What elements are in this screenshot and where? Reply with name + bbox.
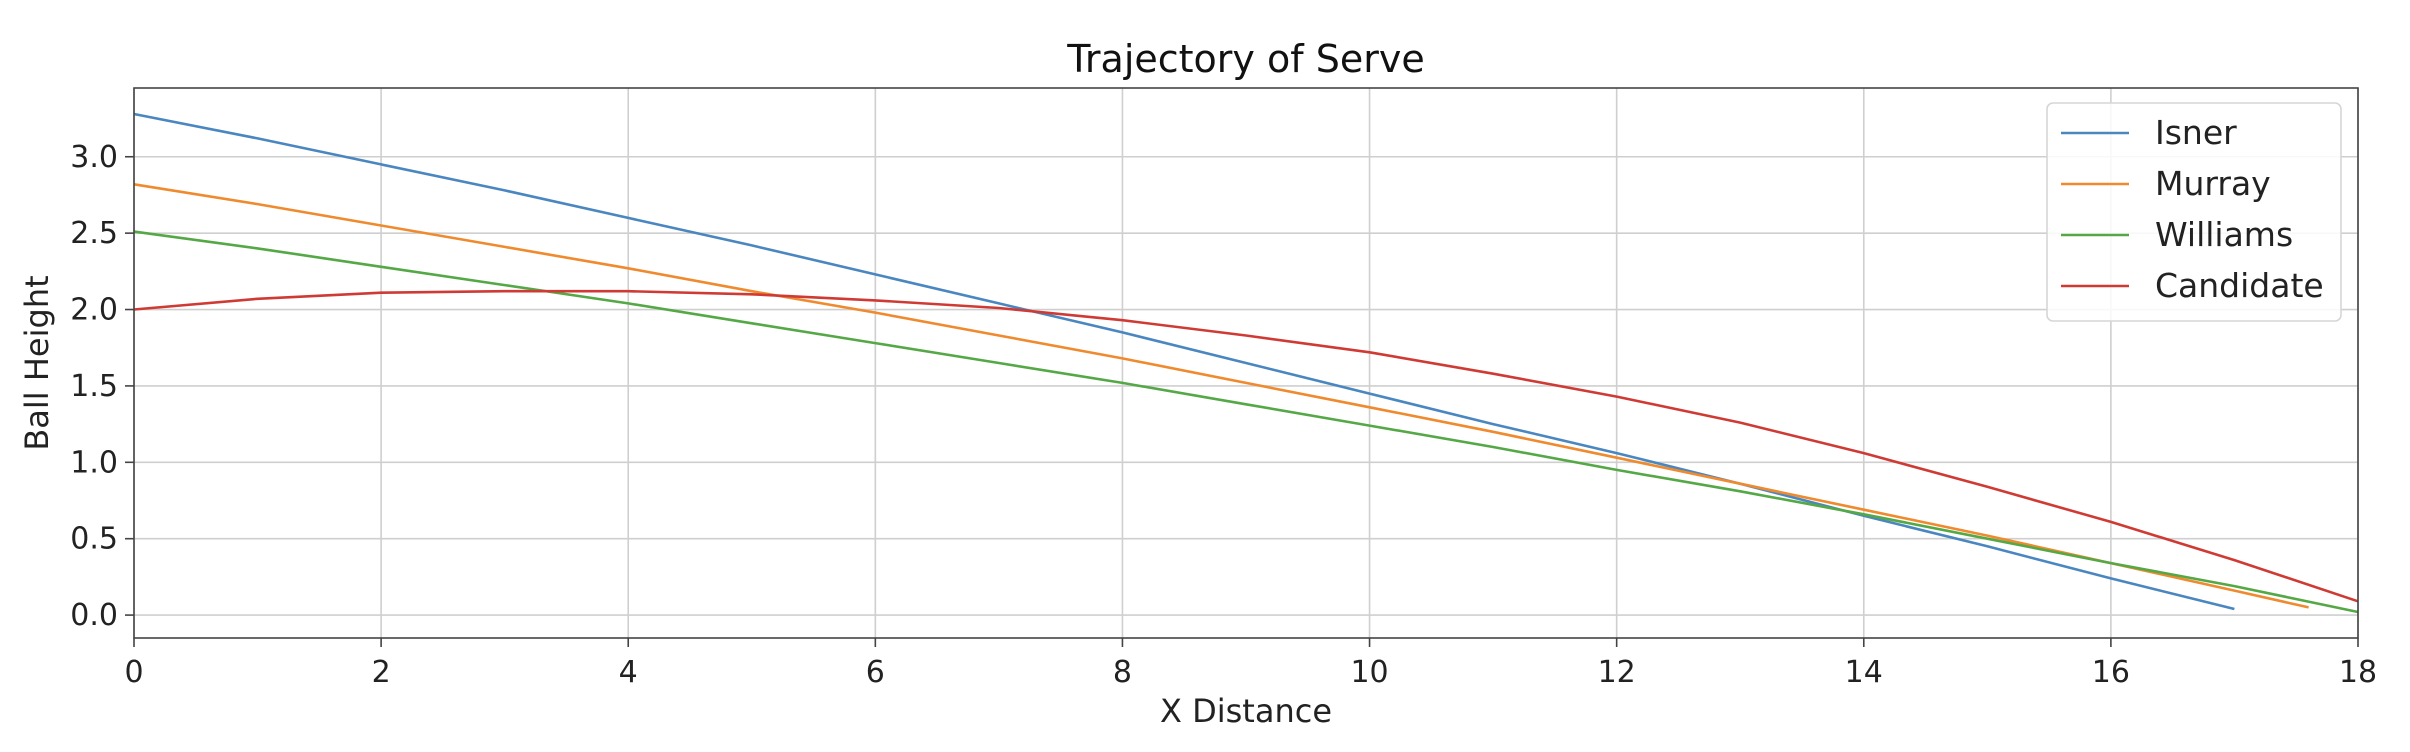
y-tick-label: 3.0 — [70, 140, 118, 175]
plot-area-frame — [133, 87, 2359, 639]
y-tick-label: 2.0 — [70, 293, 118, 328]
grid-lines — [133, 88, 2359, 638]
legend-box — [2046, 102, 2342, 322]
x-tick-label: 4 — [619, 655, 638, 690]
y-tick-label: 1.0 — [70, 445, 118, 480]
y-tick-label: 2.5 — [70, 216, 118, 251]
x-tick-label: 18 — [2339, 655, 2377, 690]
x-tick-label: 2 — [372, 655, 391, 690]
x-tick-label: 8 — [1113, 655, 1132, 690]
legend-label-candidate: Candidate — [2155, 266, 2324, 305]
y-tick-label: 0.5 — [70, 522, 118, 557]
x-tick-label: 0 — [124, 655, 143, 690]
y-tick-label: 0.0 — [70, 598, 118, 633]
chart-title: Trajectory of Serve — [1066, 37, 1424, 81]
series-line-murray — [133, 183, 2309, 609]
x-tick-label: 16 — [2092, 655, 2130, 690]
legend: Isner Murray Williams Candidate — [2046, 102, 2342, 322]
series-line-isner — [133, 112, 2235, 611]
x-axis: 0 2 4 6 8 10 12 14 16 18 — [124, 638, 2377, 690]
y-axis-label: Ball Height — [18, 275, 56, 450]
y-tick-label: 1.5 — [70, 369, 118, 404]
x-tick-label: 10 — [1350, 655, 1388, 690]
legend-label-murray: Murray — [2155, 164, 2271, 203]
x-tick-label: 12 — [1598, 655, 1636, 690]
y-axis: 0.0 0.5 1.0 1.5 2.0 2.5 3.0 — [70, 140, 134, 633]
x-axis-label: X Distance — [1160, 692, 1332, 730]
x-tick-label: 6 — [866, 655, 885, 690]
series-line-candidate — [133, 289, 2359, 603]
series-lines — [133, 112, 2359, 614]
x-tick-label: 14 — [1845, 655, 1883, 690]
legend-label-williams: Williams — [2155, 215, 2293, 254]
legend-label-isner: Isner — [2155, 113, 2237, 152]
series-line-williams — [133, 230, 2359, 614]
